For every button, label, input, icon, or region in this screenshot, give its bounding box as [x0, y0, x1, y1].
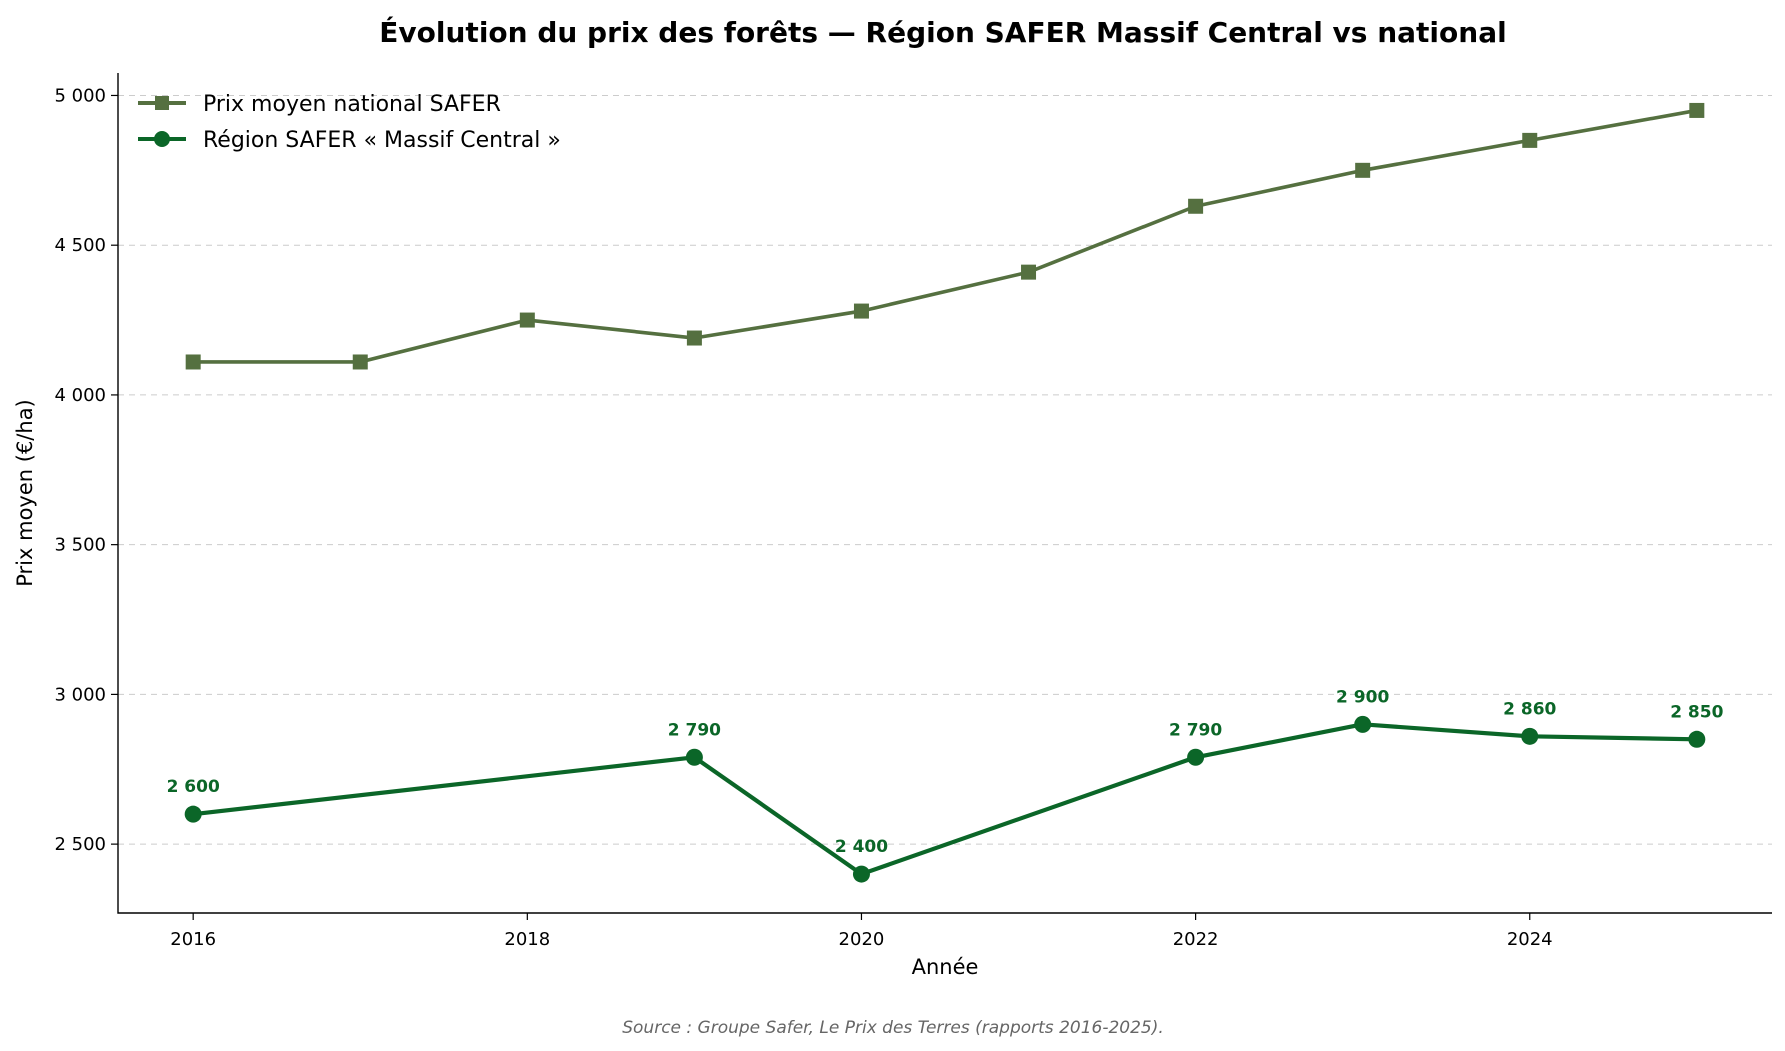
data-point-circle — [1521, 727, 1539, 745]
data-point-circle — [184, 805, 202, 823]
y-tick-label: 3 500 — [54, 535, 106, 556]
legend-label-national: Prix moyen national SAFER — [203, 92, 501, 117]
data-label: 2 600 — [167, 777, 220, 797]
data-point-square — [1188, 198, 1204, 214]
data-point-square — [1021, 264, 1037, 280]
x-axis-ticks: 2016 2018 2020 2022 2024 — [170, 913, 1553, 950]
data-point-circle — [1187, 748, 1205, 766]
data-point-square — [185, 354, 201, 370]
data-point-square — [686, 330, 702, 346]
series-line-0 — [193, 108, 1698, 364]
data-label: 2 860 — [1503, 699, 1556, 719]
y-tick-label: 4 000 — [54, 385, 106, 406]
legend-marker-square — [155, 96, 169, 110]
x-tick-label: 2022 — [1173, 929, 1219, 950]
data-point-square — [1522, 132, 1538, 148]
data-point-circle — [852, 865, 870, 883]
x-axis-label: Année — [912, 955, 979, 979]
axis-spines — [117, 73, 1772, 914]
data-label: 2 400 — [835, 837, 888, 857]
chart-title: Évolution du prix des forêts — Région SA… — [379, 15, 1506, 49]
data-labels: 2 600 2 790 2 400 2 790 2 900 2 860 2 850 — [167, 687, 1724, 857]
data-point-square — [519, 312, 535, 328]
data-label: 2 790 — [1169, 720, 1222, 740]
grid-lines — [118, 94, 1772, 845]
series-layer — [184, 102, 1706, 883]
y-axis-ticks: 2 500 3 000 3 500 4 000 4 500 5 000 — [54, 85, 118, 855]
legend-label-massif-central: Région SAFER « Massif Central » — [203, 128, 561, 153]
x-tick-label: 2018 — [504, 929, 550, 950]
y-tick-label: 4 500 — [54, 235, 106, 256]
y-tick-label: 2 500 — [54, 834, 106, 855]
data-point-circle — [1688, 730, 1706, 748]
data-point-circle — [685, 748, 703, 766]
series-line-1 — [192, 722, 1697, 877]
data-label: 2 850 — [1670, 702, 1723, 722]
x-tick-label: 2020 — [839, 929, 885, 950]
x-tick-label: 2016 — [170, 929, 216, 950]
legend-marker-circle — [154, 131, 170, 147]
data-point-circle — [1354, 715, 1372, 733]
x-tick-label: 2024 — [1507, 929, 1553, 950]
data-label: 2 900 — [1336, 687, 1389, 707]
data-label: 2 790 — [668, 720, 721, 740]
source-note: Source : Groupe Safer, Le Prix des Terre… — [622, 1018, 1164, 1038]
data-point-square — [352, 354, 368, 370]
data-point-square — [1689, 102, 1705, 118]
y-axis-label: Prix moyen (€/ha) — [13, 399, 37, 587]
data-point-square — [1355, 162, 1371, 178]
y-tick-label: 3 000 — [54, 684, 106, 705]
data-point-square — [853, 303, 869, 319]
legend: Prix moyen national SAFER Région SAFER «… — [138, 92, 561, 153]
y-tick-label: 5 000 — [54, 85, 106, 106]
